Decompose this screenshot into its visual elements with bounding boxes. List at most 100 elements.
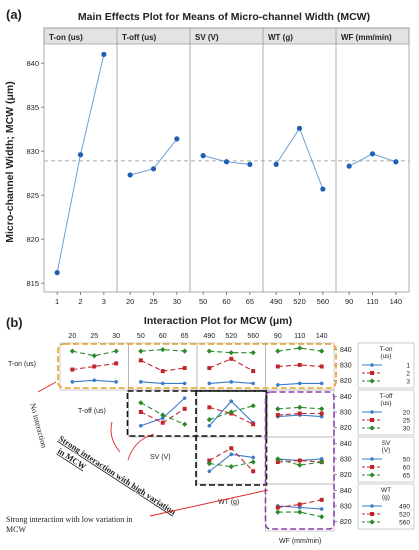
main-effect-point — [247, 161, 253, 167]
series-marker — [275, 460, 280, 465]
x-tick-label: 25 — [149, 297, 157, 306]
annotation-high-variation: Strong interaction with high variationin… — [51, 433, 178, 526]
legend-item-label: 30 — [403, 426, 411, 433]
series-marker — [297, 502, 302, 507]
series-marker — [370, 363, 374, 367]
series-marker — [297, 458, 302, 463]
series-marker — [319, 348, 325, 354]
interaction-series-line — [277, 364, 322, 368]
legend-item-label: 25 — [403, 418, 411, 425]
x-tick-label: 90 — [345, 297, 353, 306]
legend-title: T-off — [380, 393, 393, 400]
series-marker — [297, 362, 302, 367]
legend-item-label: 60 — [403, 465, 411, 472]
right-y-tick-label: 840 — [340, 441, 352, 448]
interaction-series-line — [209, 350, 254, 354]
column-tick-label: 65 — [181, 333, 189, 340]
main-effects-ylabel: Micro-channel Width; MCW (μm) — [4, 81, 16, 242]
series-marker — [275, 505, 280, 510]
series-marker — [207, 405, 212, 410]
y-tick-label: 820 — [26, 235, 39, 244]
series-marker — [229, 452, 234, 457]
diagonal-factor-label: WF (mm/min) — [279, 538, 321, 545]
right-y-tick-label: 840 — [340, 394, 352, 401]
series-marker — [251, 469, 256, 474]
interaction-series-line — [72, 362, 117, 371]
legend-item-label: 560 — [399, 520, 410, 527]
series-marker — [160, 381, 165, 386]
series-marker — [297, 509, 303, 515]
series-marker — [182, 381, 187, 386]
legend-item-label: 1 — [406, 363, 410, 370]
interaction-title: Interaction Plot for MCW (μm) — [144, 315, 292, 327]
series-marker — [370, 465, 374, 469]
panel-a-label: (a) — [6, 7, 22, 22]
y-tick-label: 835 — [26, 103, 39, 112]
series-marker — [370, 418, 374, 422]
legend-title-unit: (us) — [380, 353, 391, 360]
series-marker — [229, 399, 234, 404]
series-marker — [228, 409, 234, 415]
main-effect-point — [223, 159, 230, 165]
series-marker — [139, 423, 143, 428]
series-marker — [251, 422, 256, 427]
series-marker — [207, 469, 212, 474]
legend-item-label: 2 — [406, 371, 410, 378]
low-variation-box — [264, 391, 335, 530]
main-effect-line — [56, 54, 105, 273]
right-y-tick-label: 820 — [340, 425, 352, 432]
main-effect-line — [275, 127, 324, 190]
facet-label: WT (g) — [268, 33, 293, 42]
x-tick-label: 2 — [78, 297, 82, 306]
series-marker — [275, 406, 281, 412]
series-marker — [319, 414, 324, 419]
series-marker — [70, 367, 75, 372]
series-marker — [275, 456, 281, 462]
column-tick-label: 50 — [137, 333, 145, 340]
facet-label: SV (V) — [195, 33, 219, 42]
main-effect-point — [296, 125, 303, 131]
column-tick-label: 30 — [112, 333, 120, 340]
series-marker — [275, 509, 281, 515]
series-marker — [229, 380, 234, 384]
series-marker — [319, 497, 324, 502]
interaction-series-line — [277, 406, 322, 410]
series-marker — [369, 378, 375, 384]
series-marker — [182, 366, 187, 371]
x-tick-label: 3 — [102, 297, 106, 306]
series-marker — [369, 519, 375, 525]
series-marker — [229, 356, 234, 361]
series-marker — [182, 348, 188, 354]
column-tick-label: 25 — [90, 333, 98, 340]
diagonal-factor-label: WT (g) — [218, 499, 239, 506]
series-marker — [319, 411, 324, 416]
series-marker — [182, 406, 187, 411]
facet-label: T-on (us) — [49, 33, 83, 42]
series-marker — [250, 403, 256, 409]
right-y-tick-label: 820 — [340, 378, 352, 385]
legend-item-label: 20 — [403, 410, 411, 417]
series-marker — [370, 512, 374, 516]
legend-item-label: 3 — [406, 379, 410, 386]
right-y-tick-label: 830 — [340, 409, 352, 416]
right-y-tick-label: 840 — [340, 488, 352, 495]
series-marker — [206, 348, 212, 354]
y-tick-label: 825 — [26, 191, 39, 200]
no-interaction-box — [57, 343, 337, 389]
series-marker — [138, 400, 144, 406]
main-effect-point — [320, 186, 326, 192]
series-marker — [370, 457, 374, 461]
x-tick-label: 60 — [222, 297, 230, 306]
series-marker — [206, 417, 212, 423]
interaction-series-line — [277, 459, 322, 463]
series-marker — [138, 409, 143, 414]
series-marker — [319, 457, 324, 461]
series-marker — [251, 381, 255, 386]
series-marker — [113, 348, 119, 354]
y-tick-label: 830 — [26, 147, 39, 156]
right-y-tick-label: 840 — [340, 347, 352, 354]
column-tick-label: 90 — [274, 333, 282, 340]
right-y-tick-label: 830 — [340, 503, 352, 510]
legend-item-label: 50 — [403, 457, 411, 464]
